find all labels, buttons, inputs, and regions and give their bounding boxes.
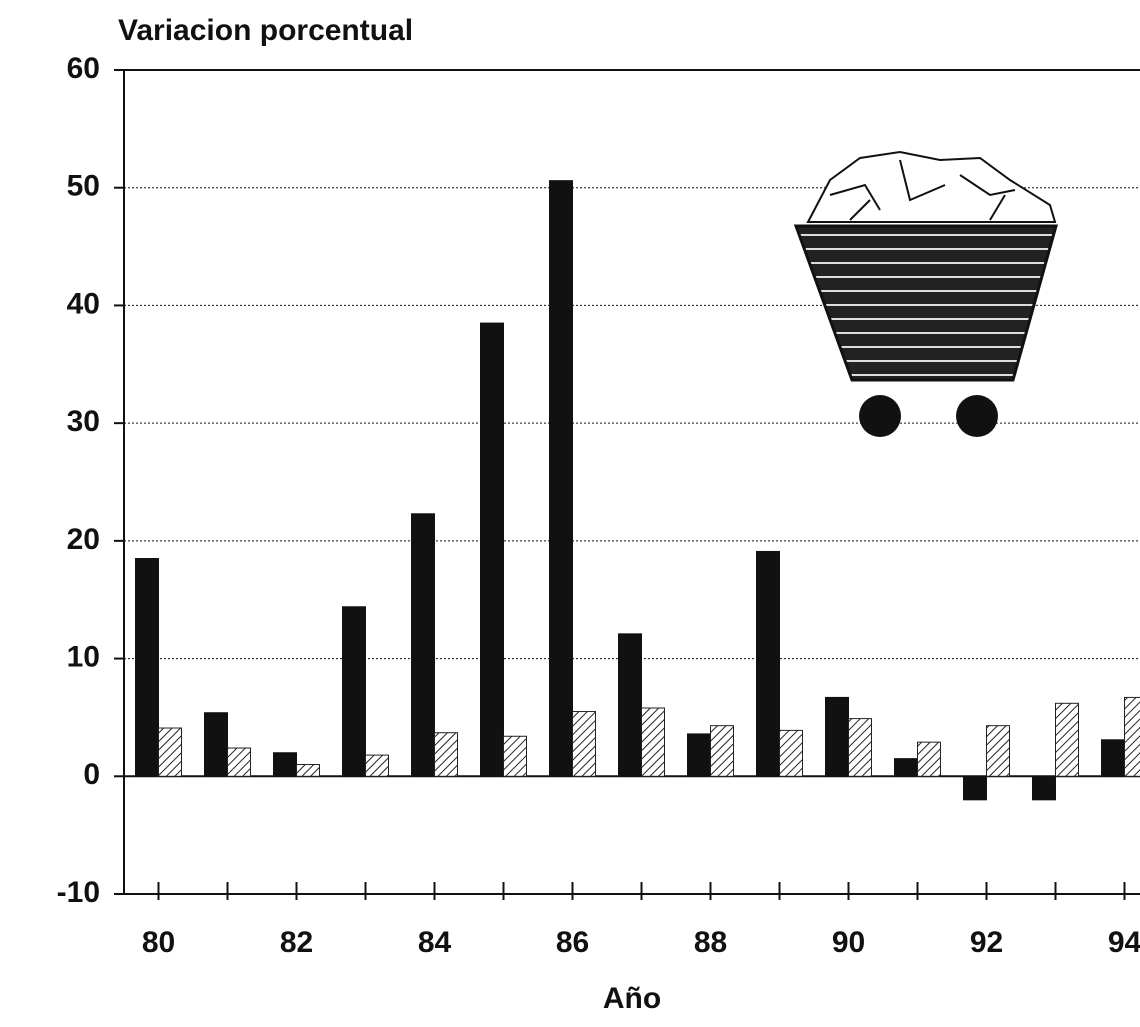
y-tick-label: -10 [57,876,100,909]
bar [297,765,320,777]
bar [136,559,159,777]
bar [1033,776,1056,800]
bar [573,712,596,777]
bar [435,733,458,777]
bar [1102,740,1125,776]
bar [205,713,228,777]
y-tick-label: 50 [67,170,100,203]
chart: Variacion porcentual Año -10 0 10 20 30 40 50 6… [0,0,1140,1027]
bar [757,551,780,776]
y-tick-label: 40 [67,287,100,320]
page: {"chart_data": {"type": "bar", "title": … [0,0,1140,1027]
y-tick-label: 20 [67,523,100,556]
bar [481,323,504,776]
x-tick-label: 92 [970,926,1003,959]
bar [1056,703,1079,776]
bar [274,753,297,777]
y-tick-label: 30 [67,405,100,438]
bar [987,726,1010,777]
x-tick-label: 82 [280,926,313,959]
x-tick-label: 94 [1108,926,1140,959]
bar [964,776,987,800]
bar [918,742,941,776]
bar [343,607,366,777]
bar [780,730,803,776]
mine-cart-illustration [796,152,1056,437]
bar [642,708,665,776]
y-tick-label: 60 [67,52,100,85]
bar [366,755,389,776]
bar [504,736,527,776]
x-axis-label: Año [603,982,661,1015]
bar [619,634,642,776]
x-tick-label: 80 [142,926,175,959]
bar [849,719,872,777]
bar [412,514,435,777]
bar [550,181,573,777]
x-tick-label: 90 [832,926,865,959]
y-tick-label: 0 [83,758,100,791]
bar [826,697,849,776]
chart-title: Variacion porcentual [118,14,413,47]
x-tick-label: 86 [556,926,589,959]
x-tick-label: 88 [694,926,727,959]
bar [688,734,711,776]
x-tick-label: 84 [418,926,452,959]
bar [711,726,734,777]
y-tick-label: 10 [67,640,100,673]
bar [228,748,251,776]
bar [1125,697,1140,776]
bar [895,759,918,777]
bar [159,728,182,776]
